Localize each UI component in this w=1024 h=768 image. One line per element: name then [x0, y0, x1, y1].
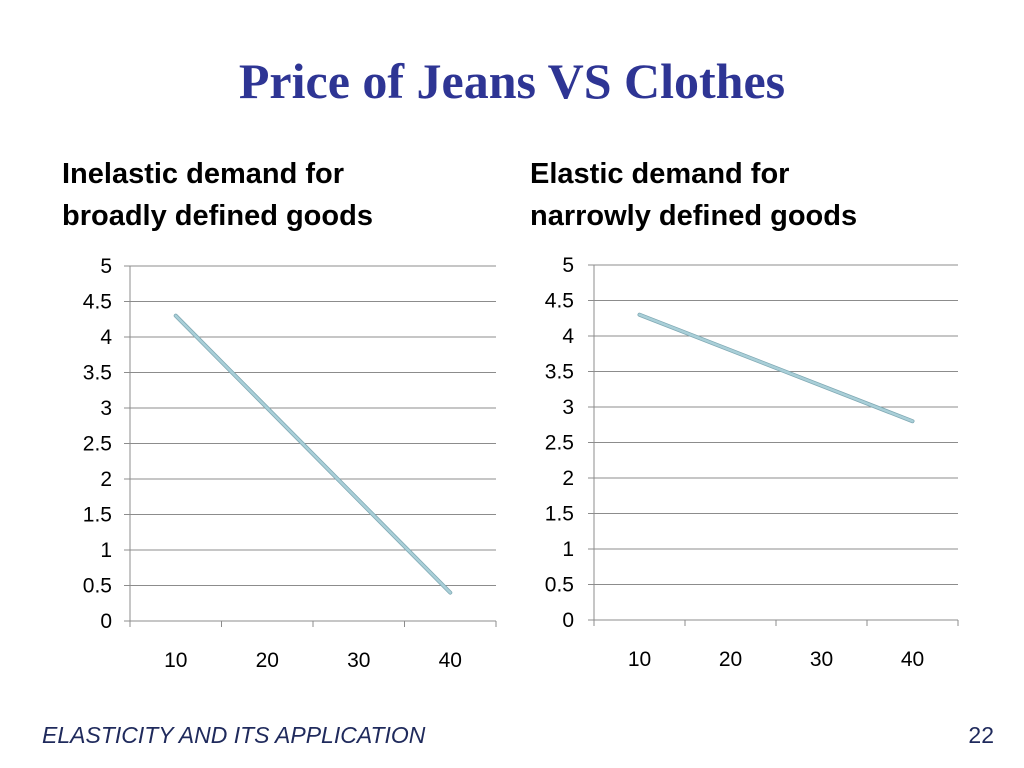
x-tick-label: 10: [628, 648, 651, 671]
slide-title: Price of Jeans VS Clothes: [238, 53, 786, 109]
y-tick-label: 3.5: [83, 362, 112, 385]
right-chart-title: Elastic demand for narrowly defined good…: [530, 153, 990, 237]
footer-text: ELASTICITY AND ITS APPLICATION: [42, 722, 426, 748]
x-tick-label: 30: [347, 649, 370, 672]
y-tick-label: 0.5: [545, 574, 574, 597]
y-tick-label: 4.5: [83, 291, 112, 314]
page-number: 22: [968, 722, 994, 748]
y-tick-label: 2: [100, 468, 112, 491]
right-chart-title-line-1: Elastic demand for: [530, 158, 790, 190]
x-tick-label: 40: [439, 649, 462, 672]
y-tick-label: 0.5: [83, 575, 112, 598]
y-tick-label: 2.5: [545, 432, 574, 455]
left-chart-title: Inelastic demand for broadly defined goo…: [62, 153, 502, 237]
y-tick-label: 1: [562, 538, 574, 561]
y-tick-label: 0: [562, 609, 574, 632]
y-tick-label: 1.5: [545, 503, 574, 526]
right-chart-title-line-2: narrowly defined goods: [530, 200, 858, 232]
y-tick-label: 3: [562, 396, 574, 419]
y-tick-label: 5: [100, 255, 112, 278]
x-tick-label: 30: [810, 648, 833, 671]
y-tick-label: 3: [100, 397, 112, 420]
left-chart-title-line-1: Inelastic demand for: [62, 158, 345, 190]
y-tick-label: 4: [100, 326, 112, 349]
left-chart-title-line-2: broadly defined goods: [62, 200, 373, 232]
y-tick-label: 2.5: [83, 433, 112, 456]
x-tick-label: 20: [719, 648, 742, 671]
y-tick-label: 1: [100, 539, 112, 562]
x-tick-label: 40: [901, 648, 924, 671]
y-tick-label: 4: [562, 325, 574, 348]
y-tick-label: 1.5: [83, 504, 112, 527]
y-tick-label: 5: [562, 254, 574, 277]
y-tick-label: 0: [100, 610, 112, 633]
x-tick-label: 10: [164, 649, 187, 672]
demand-line: [638, 313, 914, 423]
x-tick-label: 20: [256, 649, 279, 672]
y-tick-label: 2: [562, 467, 574, 490]
y-tick-label: 4.5: [545, 290, 574, 313]
demand-line: [174, 314, 452, 594]
y-tick-label: 3.5: [545, 361, 574, 384]
